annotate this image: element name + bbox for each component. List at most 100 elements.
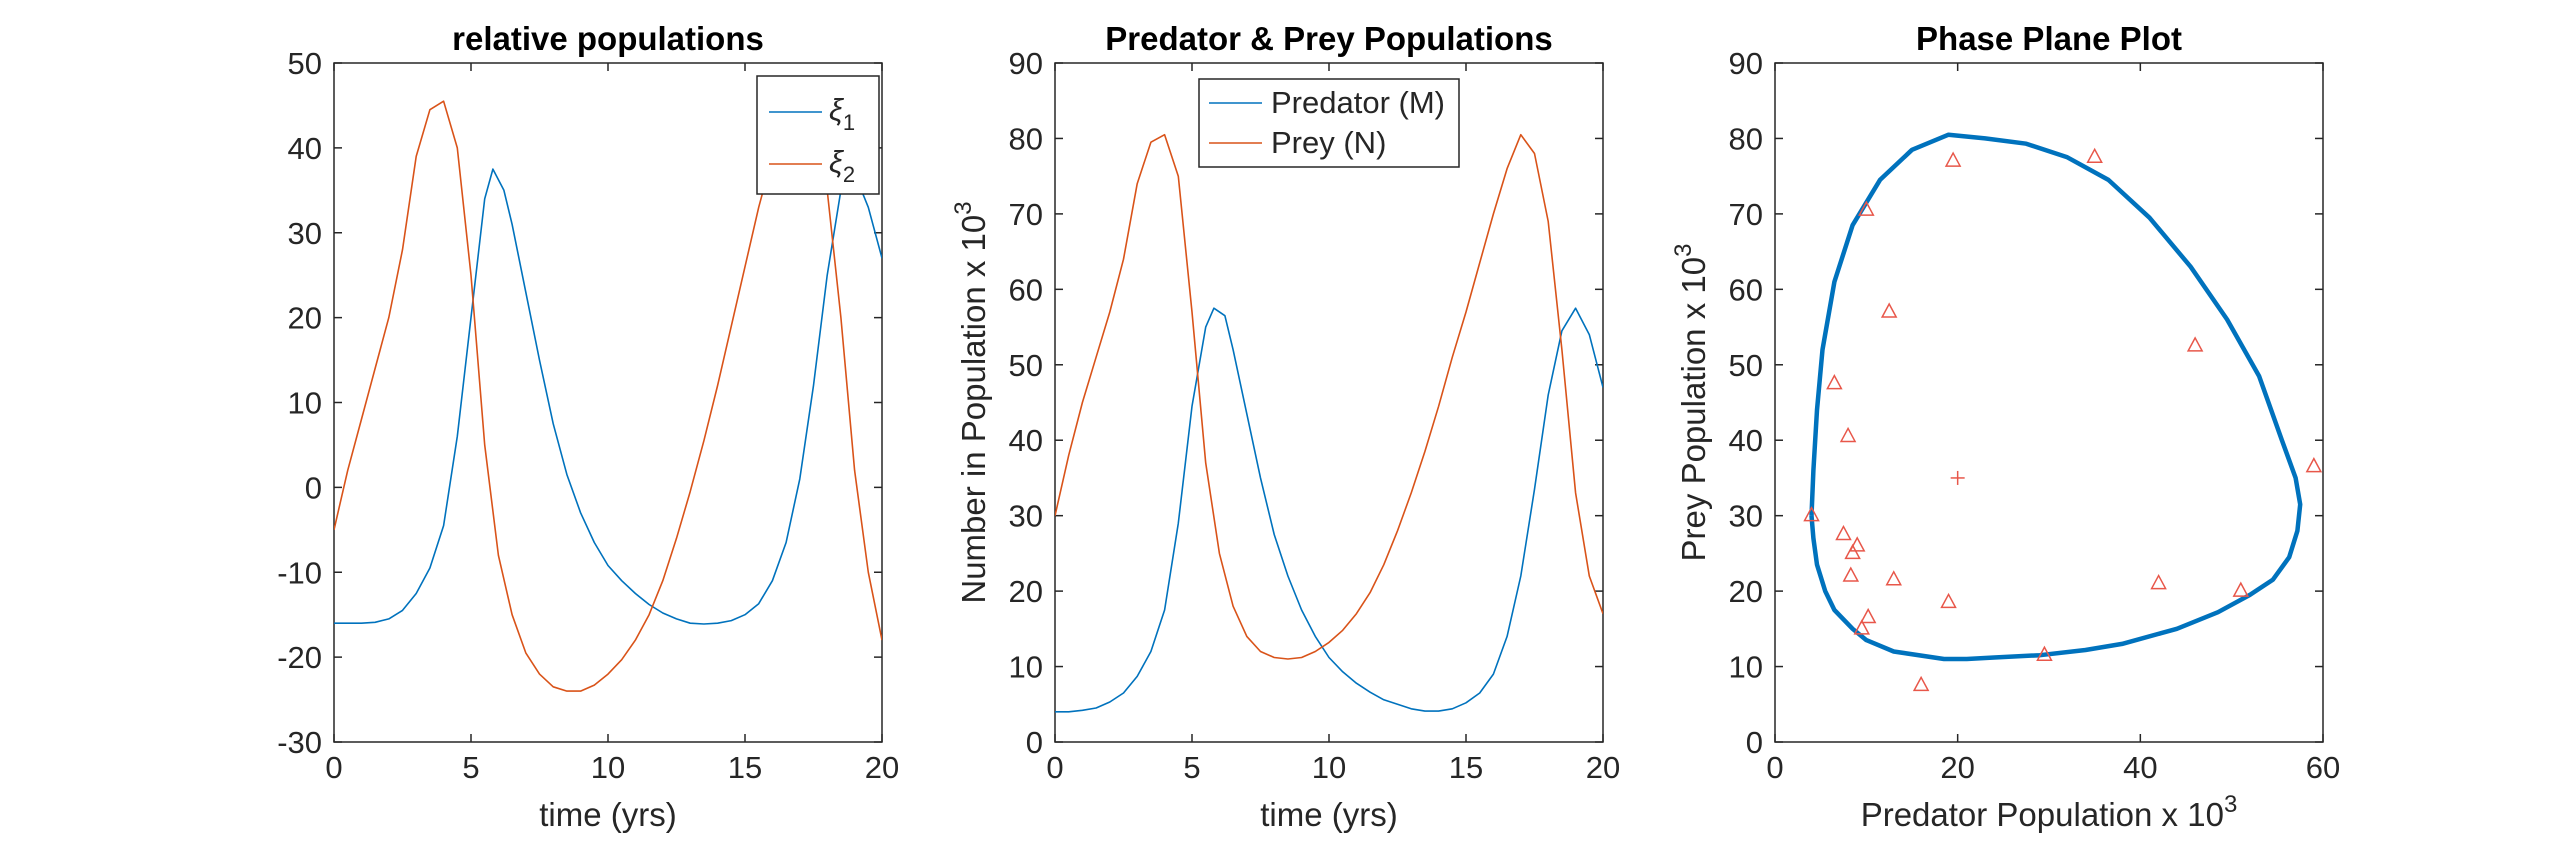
triangle-marker <box>1944 151 1962 167</box>
x-tick-label: 60 <box>2306 750 2340 785</box>
x-tick-label: 10 <box>1312 750 1346 785</box>
y-axis-label-superscript: 3 <box>1670 244 1697 257</box>
y-tick-label: 60 <box>1009 272 1043 307</box>
orbit-line <box>1809 132 2303 662</box>
y-tick-label: -10 <box>277 555 322 590</box>
y-tick-label: 10 <box>1729 650 1763 685</box>
y-tick-label: 30 <box>1009 499 1043 534</box>
y-axis-label-text: Prey Population x 10 <box>1675 257 1712 562</box>
y-tick-label: 70 <box>1729 197 1763 232</box>
legend-label: Prey (N) <box>1271 125 1386 160</box>
y-tick-label: 50 <box>288 46 322 81</box>
x-tick-label: 0 <box>1766 750 1783 785</box>
y-tick-label: 20 <box>288 301 322 336</box>
y-tick-label: 90 <box>1729 46 1763 81</box>
triangle-marker <box>1803 506 1820 522</box>
triangle-marker <box>1835 524 1852 541</box>
triangle-marker <box>2186 336 2204 352</box>
triangle-marker <box>1859 607 1877 624</box>
x-tick-label: 15 <box>1449 750 1483 785</box>
y-tick-label: 40 <box>288 131 322 166</box>
y-tick-label: 10 <box>1009 650 1043 685</box>
legend-box <box>756 75 880 195</box>
x-tick-label: 0 <box>1046 750 1063 785</box>
y-tick-label: 0 <box>1026 725 1043 760</box>
y-tick-label: -30 <box>277 725 322 760</box>
x-axis-label-superscript: 3 <box>2224 791 2237 818</box>
y-tick-label: 80 <box>1729 121 1763 156</box>
triangle-marker <box>2036 645 2053 661</box>
chart-panel-3: 0 20 40 60 0 10 20 30 40 50 60 70 80 90 Phase Plane Pl… <box>1670 20 2340 833</box>
legend-subscript: 2 <box>843 162 855 187</box>
plot-area <box>1809 132 2303 662</box>
y-tick-label: 70 <box>1009 197 1043 232</box>
y-tick-label: 30 <box>1729 499 1763 534</box>
y-tick-label: 0 <box>1746 725 1763 760</box>
x-axis-label-text: time (yrs) <box>1260 796 1397 833</box>
triangle-marker <box>2305 457 2323 473</box>
legend-symbol: ξ <box>829 92 845 127</box>
x-tick-label: 15 <box>728 750 762 785</box>
legend-label: ξ2 <box>829 144 855 187</box>
triangle-marker <box>1885 570 1902 586</box>
x-tick-label: 5 <box>462 750 479 785</box>
chart-title: Phase Plane Plot <box>1916 20 2182 57</box>
triangle-marker <box>1880 302 1898 318</box>
x-tick-label: 20 <box>1586 750 1620 785</box>
y-axis-label-superscript: 3 <box>950 201 977 214</box>
triangle-marker <box>1912 675 1930 692</box>
y-tick-label: 20 <box>1009 574 1043 609</box>
x-axis-label-text: Predator Population x 10 <box>1861 796 2224 833</box>
y-tick-label: 90 <box>1009 46 1043 81</box>
triangle-marker <box>2086 147 2103 164</box>
triangle-marker <box>2232 581 2250 597</box>
legend: Predator (M) Prey (N) <box>1198 78 1460 168</box>
plot-area-frame <box>1774 62 2324 743</box>
y-tick-label: 10 <box>288 386 322 421</box>
series-line-1 <box>334 168 882 625</box>
triangle-marker <box>1839 426 1857 443</box>
x-tick-label: 40 <box>2123 750 2157 785</box>
x-tick-label: 10 <box>591 750 625 785</box>
y-tick-label: 60 <box>1729 272 1763 307</box>
y-tick-label: 50 <box>1729 348 1763 383</box>
x-tick-label: 20 <box>1940 750 1974 785</box>
x-tick-label: 0 <box>325 750 342 785</box>
triangle-marker <box>1853 619 1871 635</box>
legend-symbol: ξ <box>829 144 845 179</box>
triangle-marker <box>2150 573 2167 590</box>
legend-label: Predator (M) <box>1271 85 1445 120</box>
y-tick-label: 40 <box>1009 423 1043 458</box>
y-tick-label: 30 <box>288 216 322 251</box>
y-tick-label: 0 <box>305 470 322 505</box>
plot-area <box>1055 133 1603 713</box>
x-tick-label: 20 <box>865 750 899 785</box>
y-tick-label: -20 <box>277 640 322 675</box>
x-tick-label: 5 <box>1183 750 1200 785</box>
triangle-marker <box>1842 566 1860 582</box>
legend-box <box>1198 78 1460 168</box>
chart-title: relative populations <box>452 20 764 57</box>
x-axis-label-text: time (yrs) <box>539 796 676 833</box>
triangle-marker <box>1848 536 1866 552</box>
series-line-prey-n <box>1055 133 1603 660</box>
chart-panel-1: 0 5 10 15 20 -30 -20 -10 0 10 20 30 40 50 relative pop… <box>277 20 899 833</box>
y-axis-label: Prey Population x 103 <box>1670 244 1712 562</box>
legend-label: ξ1 <box>829 92 855 135</box>
y-tick-label: 40 <box>1729 423 1763 458</box>
triangle-marker <box>1826 374 1843 390</box>
triangle-marker <box>1940 592 1957 609</box>
y-tick-label: 50 <box>1009 348 1043 383</box>
triangle-marker <box>1858 200 1875 216</box>
y-tick-label: 20 <box>1729 574 1763 609</box>
chart-panel-2: 0 5 10 15 20 0 10 20 30 40 50 60 70 80 90 Predator & Pr… <box>950 20 1620 833</box>
x-axis-label: time (yrs) <box>1260 796 1397 833</box>
y-axis-label-text: Number in Population x 10 <box>955 215 992 604</box>
legend-subscript: 1 <box>843 110 855 135</box>
y-tick-label: 80 <box>1009 121 1043 156</box>
triangle-marker <box>1844 543 1861 560</box>
x-axis-label: Predator Population x 103 <box>1861 791 2238 833</box>
